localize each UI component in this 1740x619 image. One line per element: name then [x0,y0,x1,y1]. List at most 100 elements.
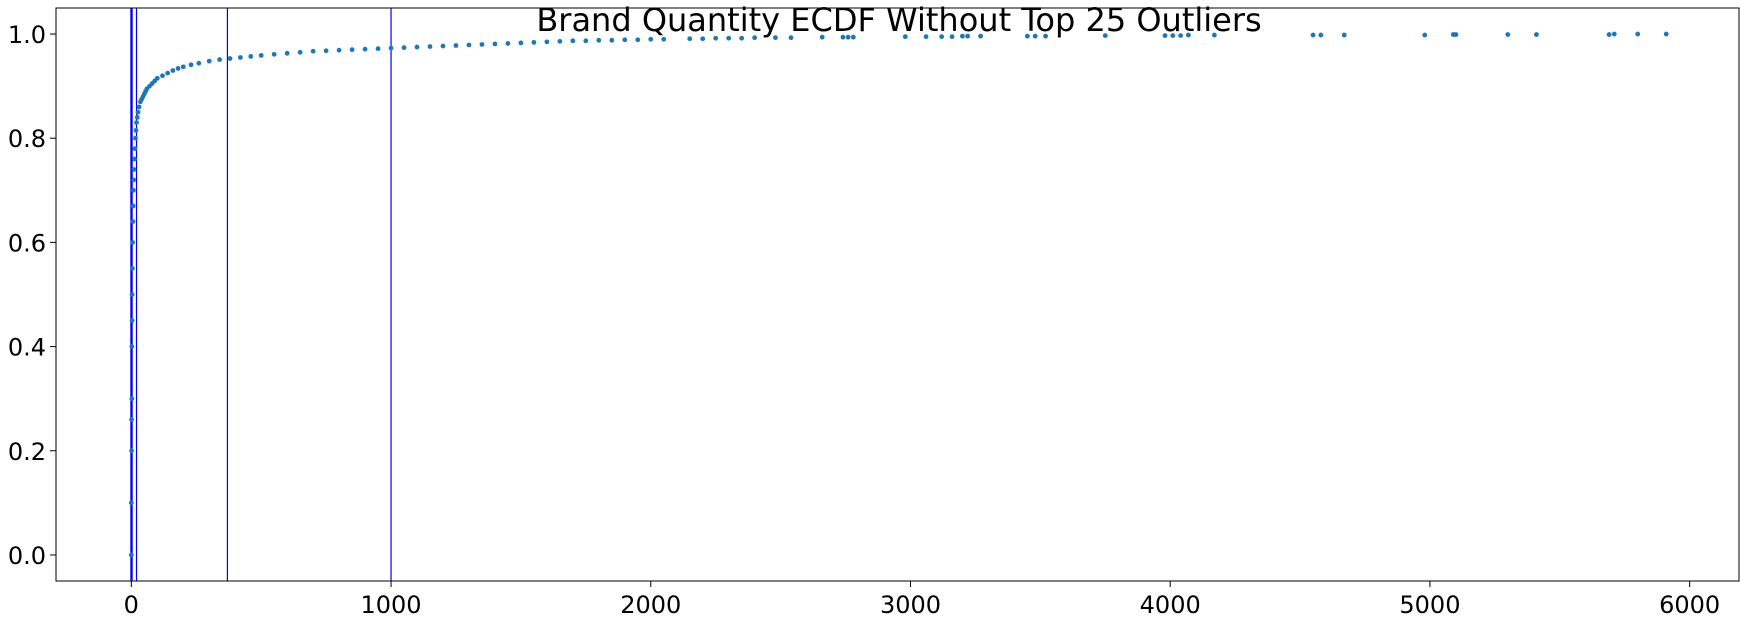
data-point [160,73,165,79]
data-point [323,48,329,54]
data-point [1043,33,1048,39]
data-point [1185,32,1191,38]
data-point [466,42,472,48]
data-point [609,37,615,43]
data-point [492,41,498,47]
data-point [349,47,355,53]
y-tick-label: 1.0 [8,21,46,49]
y-axis: 0.0 0.2 0.4 0.6 0.8 1.0 [8,21,56,570]
data-point [1453,32,1459,37]
data-point [129,292,135,297]
data-point [788,35,794,41]
data-point [726,35,732,41]
data-point [1170,33,1176,39]
data-point [165,70,171,76]
data-point [739,35,745,41]
data-point [440,43,446,49]
data-point [544,39,550,45]
y-tick-label: 0.6 [8,229,46,257]
data-point [1310,32,1316,38]
y-tick-label: 0.0 [8,542,46,570]
data-point [129,448,134,454]
data-point [1341,32,1347,38]
data-point [238,55,243,60]
data-point [130,187,136,193]
data-point [130,240,136,245]
data-point [133,128,139,133]
data-point [414,44,420,50]
data-point [518,40,524,46]
data-point [136,104,142,110]
data-point [596,37,602,43]
data-point [1422,32,1428,38]
data-point [196,60,202,66]
data-point [227,56,233,61]
data-point [850,34,856,40]
data-point [1102,33,1108,39]
data-point [401,45,407,50]
data-point [128,500,134,506]
data-point [960,33,965,39]
data-point [133,135,138,141]
data-point [531,39,537,45]
data-point [284,50,290,56]
data-point [752,35,758,41]
data-point [175,66,181,71]
data-point [965,33,971,39]
x-axis: 0 1000 2000 3000 4000 5000 6000 [124,581,1720,619]
data-point [622,37,628,43]
x-tick-label: 5000 [1399,591,1460,619]
data-point [188,62,194,68]
chart-title: Brand Quantity ECDF Without Top 25 Outli… [536,1,1261,39]
data-point [271,51,277,57]
data-point [180,64,186,70]
data-point [130,219,136,224]
data-point [570,38,576,44]
data-point [135,109,141,115]
data-point [129,266,135,271]
y-tick-label: 0.2 [8,438,46,466]
data-point [362,46,368,52]
data-point [206,58,212,64]
data-point [902,34,908,40]
data-point [845,34,851,40]
data-point [1032,33,1038,39]
data-point [939,34,945,40]
data-point [1024,33,1030,39]
data-point [134,114,140,120]
data-point [310,48,316,54]
x-tick-label: 1000 [361,591,422,619]
data-point [661,36,667,42]
data-point [713,35,719,41]
data-point [1505,32,1511,37]
x-tick-label: 2000 [620,591,681,619]
data-point [375,46,381,52]
y-tick-label: 0.8 [8,125,46,153]
data-point [819,34,825,40]
data-point [258,53,264,58]
data-point [336,47,342,53]
x-tick-label: 6000 [1659,591,1720,619]
data-point [129,344,135,349]
data-point [131,177,137,183]
plot-frame [55,7,1740,582]
data-points [128,31,1669,558]
data-point [427,44,433,49]
data-point [1635,31,1641,37]
data-point [923,34,929,40]
data-point [978,33,984,39]
data-point [773,35,778,41]
data-point [248,54,254,59]
data-point [1211,32,1217,38]
data-point [129,396,135,402]
vertical-lines [130,8,392,581]
y-tick-label: 0.4 [8,334,46,362]
data-point [131,167,137,172]
data-point [170,68,176,73]
data-point [1663,31,1669,37]
data-point [687,36,693,42]
data-point [479,42,485,47]
data-point [217,57,223,62]
data-point [132,146,138,152]
